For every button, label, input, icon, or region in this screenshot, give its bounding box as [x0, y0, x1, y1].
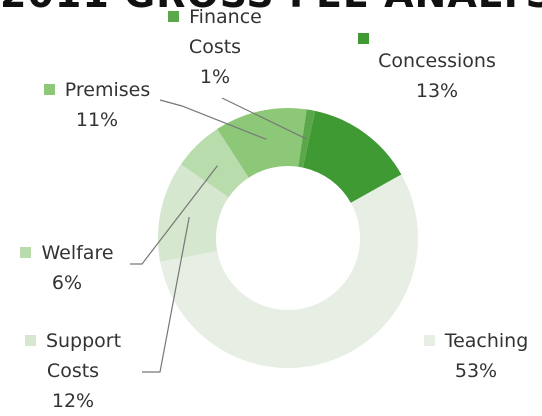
label-support-costs-pct: 12% [51, 390, 95, 412]
legend-key-finance-costs [168, 11, 180, 22]
label-welfare-pct: 6% [51, 272, 83, 294]
legend-key-support-costs [24, 335, 36, 346]
legend-key-concessions [358, 33, 369, 44]
label-support-costs: Support Costs 12% [8, 326, 138, 416]
label-concessions-line1: Concessions [378, 50, 496, 72]
label-premises-line1: Premises [64, 79, 151, 101]
label-teaching-pct: 53% [454, 360, 498, 382]
label-concessions: Concessions 13% [352, 32, 522, 106]
legend-key-teaching [423, 335, 435, 346]
label-finance-costs-line2: Costs [188, 36, 242, 58]
slice-support-costs [158, 164, 229, 262]
chart-title: 2011 GROSS FEE ANALYSIS [0, 0, 542, 16]
leader-lines [130, 97, 307, 373]
leader-welfare [130, 165, 218, 265]
leader-premises [159, 99, 267, 140]
legend-key-premises [43, 84, 55, 95]
donut-slices [158, 108, 418, 368]
chart-title-clip: 2011 GROSS FEE ANALYSIS [0, 0, 542, 18]
label-teaching: Teaching 53% [410, 326, 542, 386]
label-premises-pct: 11% [75, 109, 119, 131]
label-concessions-pct: 13% [415, 80, 459, 102]
leader-finance-costs [221, 97, 307, 140]
slice-finance-costs [298, 109, 316, 168]
label-finance-costs: Finance Costs 1% [150, 2, 280, 92]
label-welfare-line1: Welfare [41, 242, 114, 264]
label-welfare: Welfare 6% [2, 238, 132, 298]
label-finance-costs-line1: Finance [189, 6, 262, 28]
slice-teaching [160, 174, 418, 368]
legend-key-welfare [20, 247, 32, 258]
label-premises: Premises 11% [22, 75, 172, 135]
slice-welfare [180, 128, 249, 198]
label-support-costs-line2: Costs [46, 360, 100, 382]
label-finance-costs-pct: 1% [199, 66, 231, 88]
label-teaching-line1: Teaching [444, 330, 529, 352]
legend-key-concessions-row [352, 32, 522, 46]
slice-premises [217, 108, 307, 178]
label-support-costs-line1: Support [45, 330, 122, 352]
slice-concessions [302, 110, 402, 203]
leader-support-costs [142, 216, 190, 373]
